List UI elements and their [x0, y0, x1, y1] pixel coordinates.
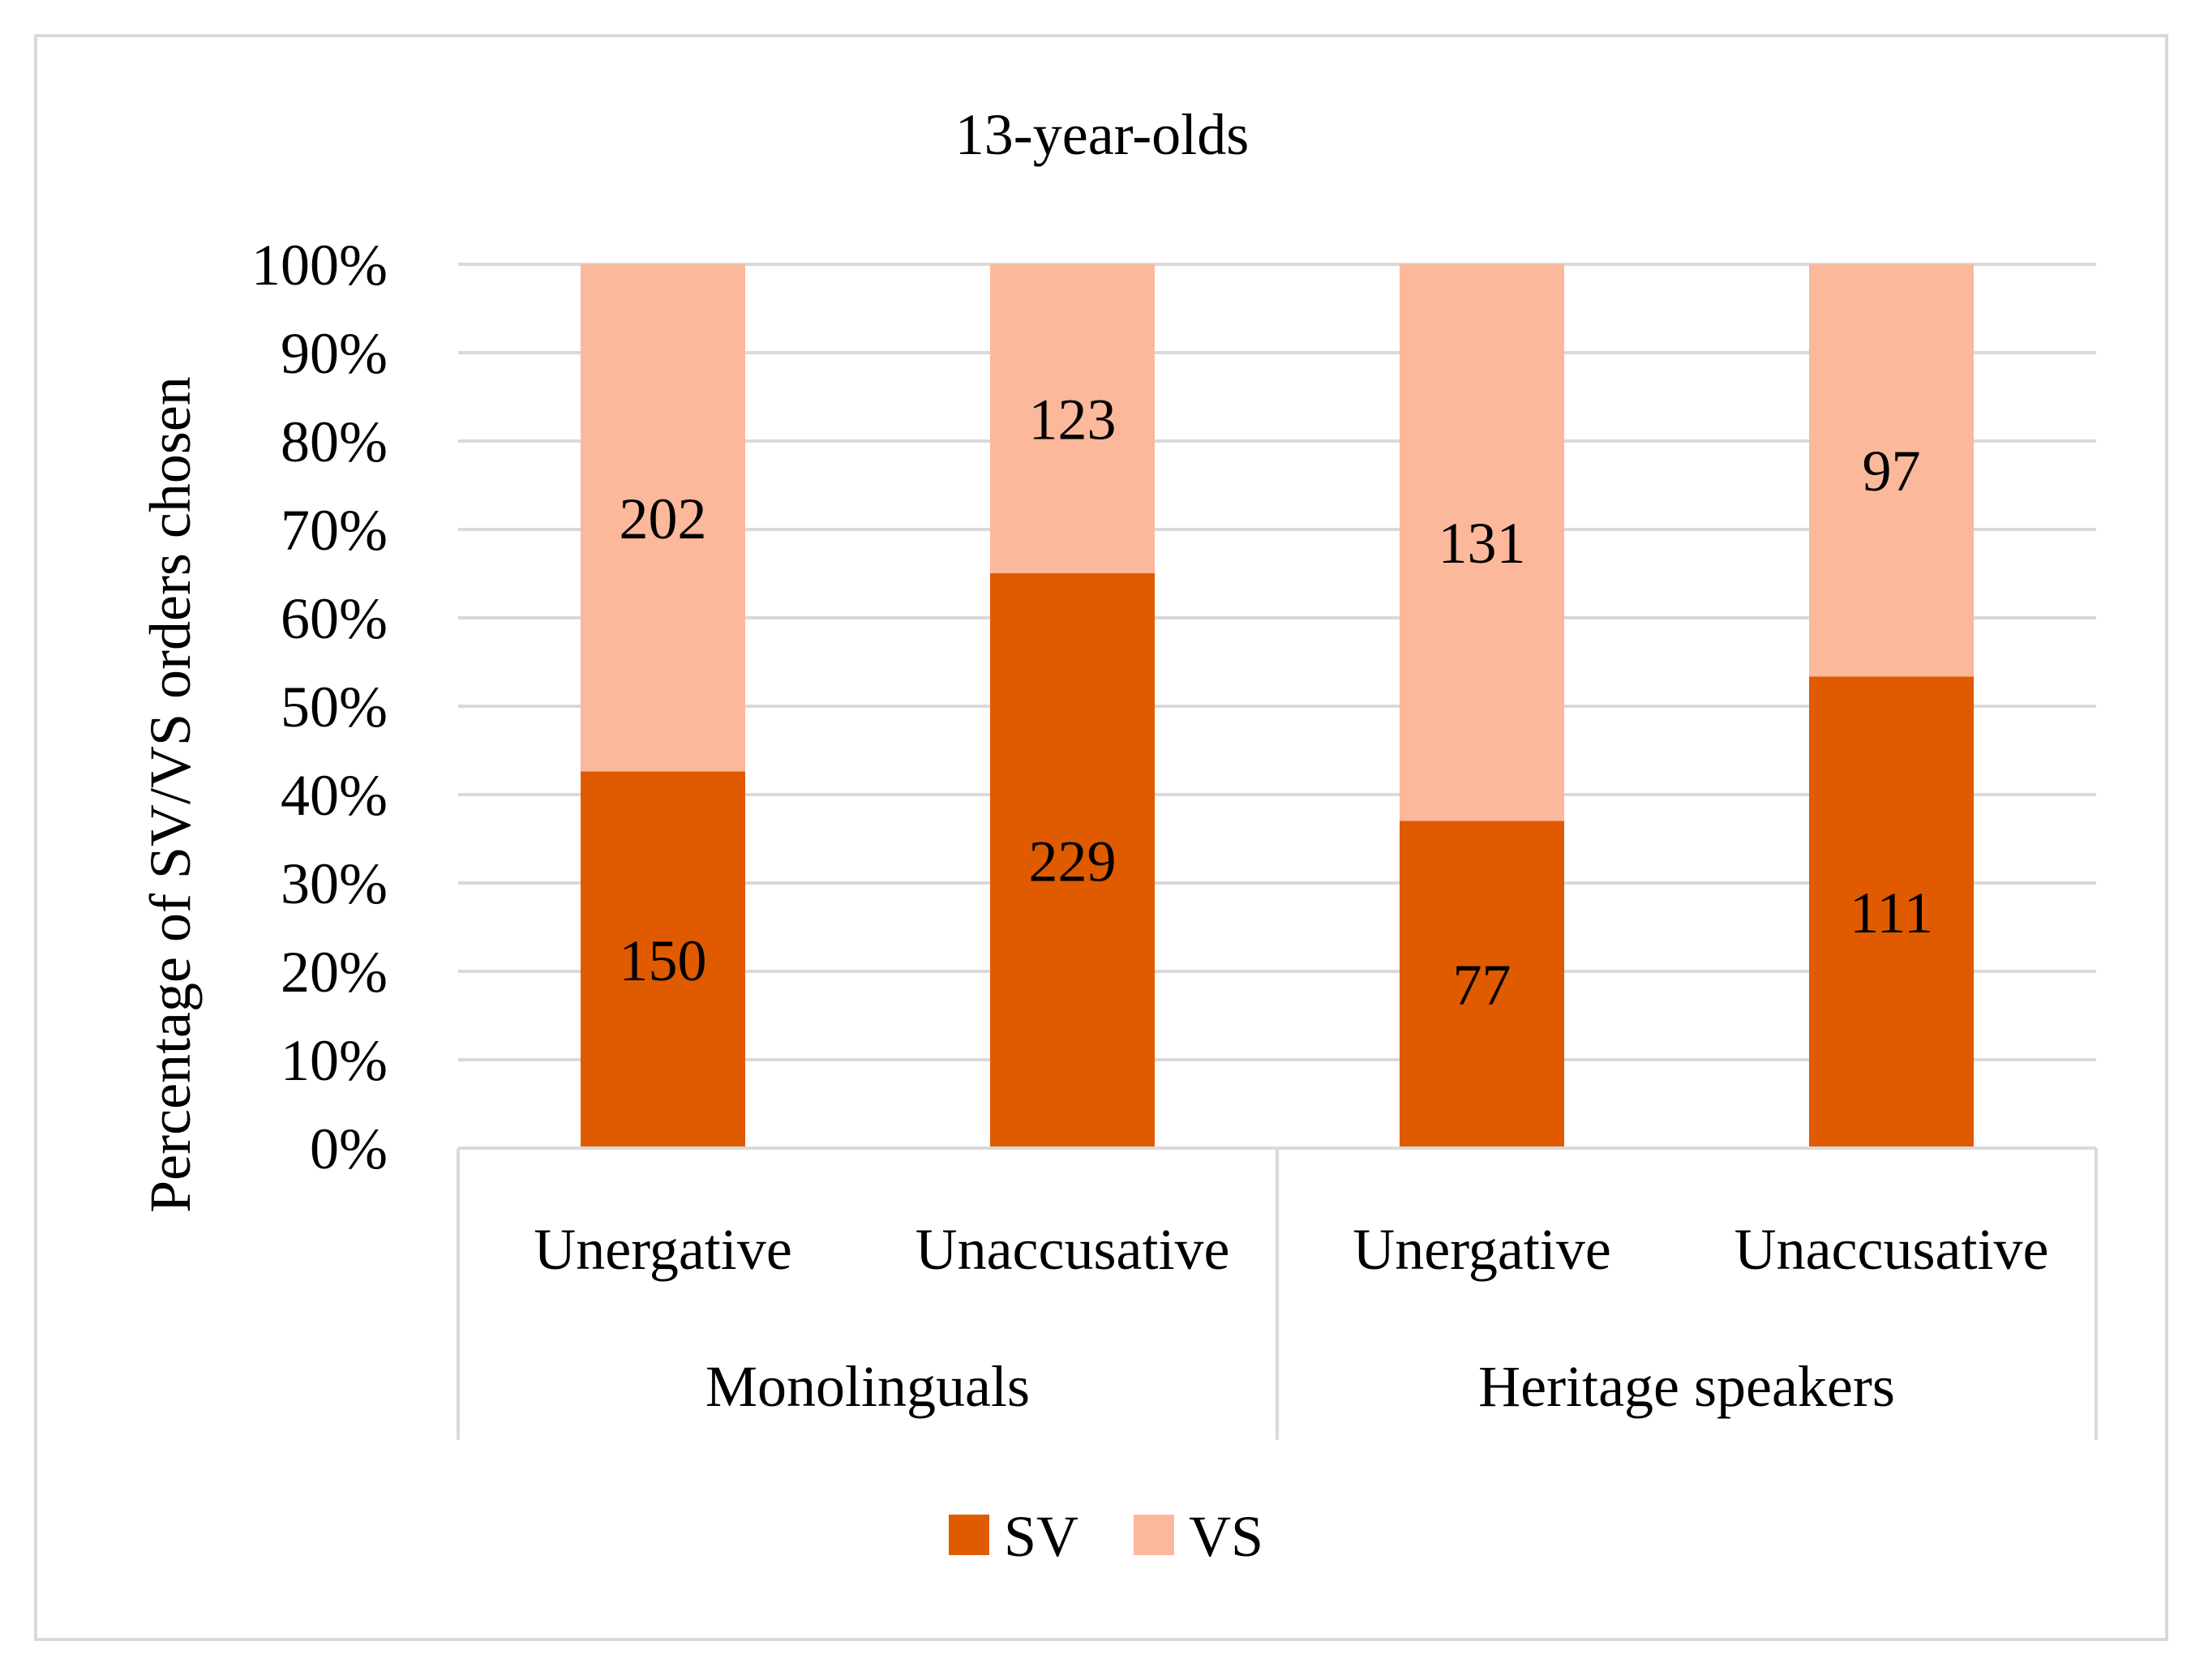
y-tick-label: 50% — [281, 675, 388, 739]
y-tick-label: 10% — [281, 1028, 388, 1093]
y-tick-label: 80% — [281, 409, 388, 474]
bar-vs — [581, 264, 745, 772]
y-tick-label: 0% — [310, 1116, 388, 1181]
y-tick-label: 30% — [281, 851, 388, 916]
data-labels: 150 202 229 123 77 131 111 97 — [620, 387, 1933, 1018]
legend-swatch-vs — [1134, 1515, 1174, 1555]
x-axis: Monolinguals Heritage speakers Unergative U… — [457, 1146, 2098, 1440]
legend-label-vs: VS — [1189, 1504, 1263, 1569]
legend-swatch-sv — [949, 1515, 989, 1555]
data-label-vs: 97 — [1863, 439, 1921, 504]
bar-sv — [990, 572, 1155, 1148]
data-label-sv: 77 — [1453, 953, 1511, 1018]
data-label-sv: 150 — [620, 928, 707, 993]
y-tick-label: 100% — [251, 233, 388, 298]
legend-label-sv: SV — [1004, 1504, 1078, 1569]
data-label-vs: 202 — [620, 486, 707, 551]
bar-series — [581, 264, 1974, 1148]
data-label-sv: 111 — [1850, 881, 1933, 945]
y-axis-ticks: 0% 10% 20% 30% 40% 50% 60% 70% 80% 90% 100% — [251, 233, 388, 1181]
y-tick-label: 60% — [281, 586, 388, 651]
data-label-sv: 229 — [1029, 829, 1117, 894]
bar-sv — [1809, 676, 1974, 1148]
x-tick-label: Unaccusative — [1734, 1217, 2049, 1282]
y-tick-label: 40% — [281, 763, 388, 828]
y-tick-label: 20% — [281, 940, 388, 1005]
group-label: Monolinguals — [705, 1354, 1030, 1419]
x-tick-label: Unaccusative — [915, 1217, 1230, 1282]
chart-title: 13-year-olds — [955, 102, 1249, 167]
bar-vs — [990, 264, 1155, 573]
bar-vs — [1809, 264, 1974, 677]
y-tick-label: 90% — [281, 321, 388, 386]
x-tick-label: Unergative — [534, 1217, 792, 1282]
group-label: Heritage speakers — [1478, 1354, 1895, 1419]
legend: SV VS — [949, 1504, 1263, 1569]
data-label-vs: 123 — [1029, 387, 1117, 452]
data-label-vs: 131 — [1439, 511, 1526, 576]
bar-sv — [1400, 821, 1564, 1148]
bar-vs — [1400, 264, 1564, 821]
bar-sv — [581, 771, 745, 1148]
y-axis-label: Percentage of SV/VS orders chosen — [138, 376, 203, 1213]
y-tick-label: 70% — [281, 498, 388, 563]
x-tick-label: Unergative — [1353, 1217, 1611, 1282]
